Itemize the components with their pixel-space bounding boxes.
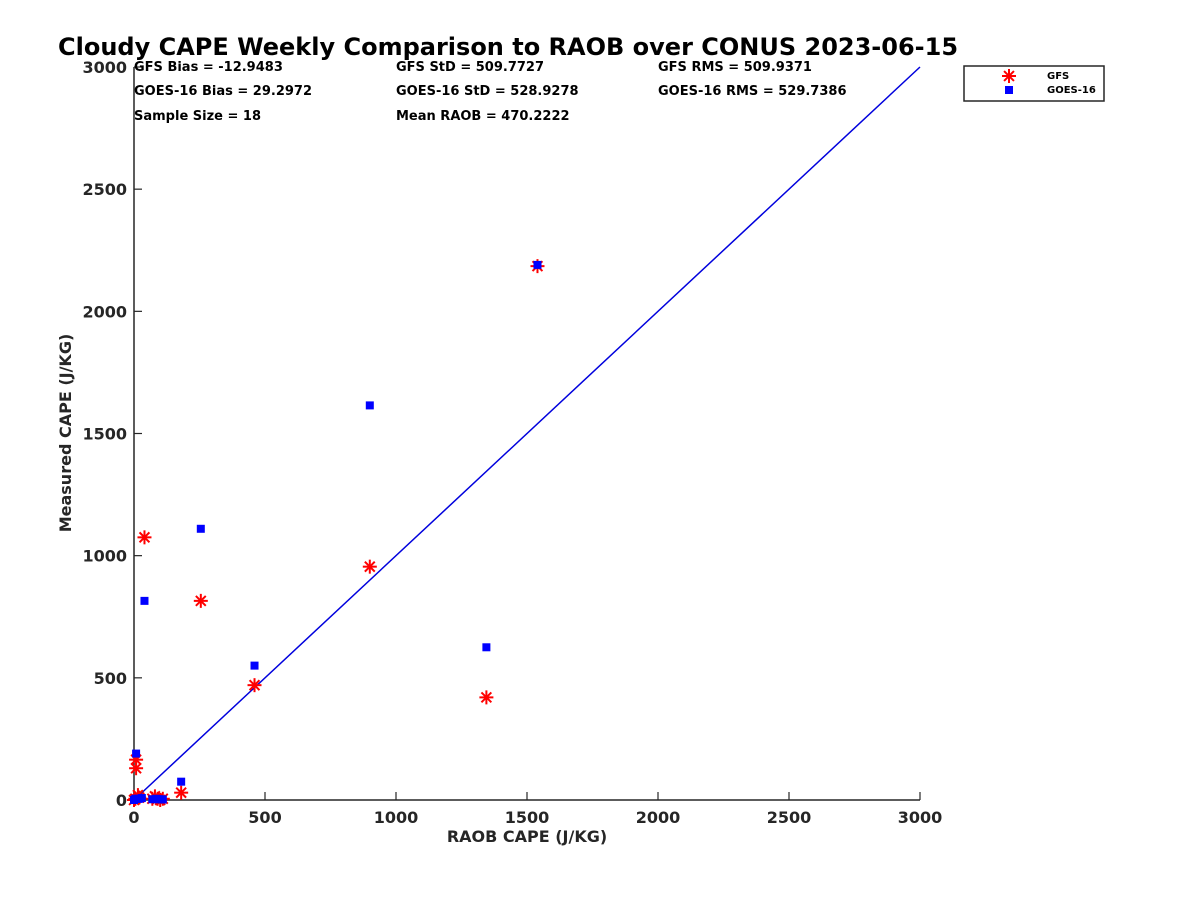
x-tick-label: 2500 (767, 808, 812, 827)
stat-gfs-rms: GFS RMS = 509.9371 (658, 60, 812, 75)
x-tick-label: 1500 (505, 808, 550, 827)
y-tick-label: 1500 (82, 425, 127, 444)
goes-16-point (533, 260, 542, 269)
legend-box (963, 65, 1105, 102)
stat-goes-rms: GOES-16 RMS = 529.7386 (658, 84, 847, 99)
legend-gfs-marker (1002, 69, 1016, 83)
gfs-point (193, 593, 208, 608)
gfs-point (174, 785, 189, 800)
y-tick-label: 3000 (82, 58, 127, 77)
gfs-point (479, 690, 494, 705)
y-tick-label: 2500 (82, 180, 127, 199)
x-tick-label: 2000 (636, 808, 681, 827)
x-axis-label: RAOB CAPE (J/KG) (447, 827, 607, 846)
x-tick-label: 0 (128, 808, 139, 827)
gfs-point (247, 678, 262, 693)
data-points (127, 259, 545, 807)
goes-16-point (140, 596, 149, 605)
y-tick-label: 500 (94, 669, 127, 688)
one-to-one-line (133, 66, 921, 801)
gfs-point (362, 559, 377, 574)
axes: 0 500 1000 1500 2000 2500 3000 0 500 1000 1500 2000… (82, 58, 942, 827)
legend-gfs-label: GFS (1047, 71, 1069, 82)
chart-title: Cloudy CAPE Weekly Comparison to RAOB ov… (58, 33, 958, 61)
goes-16-point (137, 794, 146, 803)
goes-16-point (365, 401, 374, 410)
stat-gfs-bias: GFS Bias = -12.9483 (134, 60, 283, 75)
y-tick-label: 0 (116, 791, 127, 810)
goes-16-point (132, 749, 141, 758)
legend-goes-label: GOES-16 (1047, 85, 1096, 96)
legend-gfs-asterisk (1002, 69, 1016, 83)
y-tick-label: 2000 (82, 302, 127, 321)
goes-16-point (250, 661, 259, 670)
stat-gfs-std: GFS StD = 509.7727 (396, 60, 544, 75)
goes-16-point (196, 524, 205, 533)
goes-16-point (482, 643, 491, 652)
stat-sample-size: Sample Size = 18 (134, 109, 261, 124)
y-axis-label: Measured CAPE (J/KG) (56, 334, 75, 533)
goes-16-point (158, 795, 167, 804)
x-tick-label: 3000 (898, 808, 943, 827)
stat-mean-raob: Mean RAOB = 470.2222 (396, 109, 570, 124)
legend-goes-marker (1005, 86, 1013, 94)
reference-line-group (133, 66, 921, 801)
gfs-point (137, 530, 152, 545)
x-tick-label: 500 (248, 808, 281, 827)
stat-goes-bias: GOES-16 Bias = 29.2972 (134, 84, 312, 99)
y-tick-label: 1000 (82, 547, 127, 566)
stat-goes-std: GOES-16 StD = 528.9278 (396, 84, 579, 99)
x-tick-label: 1000 (374, 808, 419, 827)
goes-16-point (177, 777, 186, 786)
legend: GFS GOES-16 (963, 65, 1105, 102)
